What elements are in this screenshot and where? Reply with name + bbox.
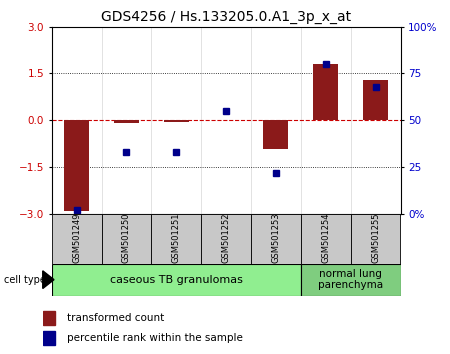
Text: normal lung
parenchyma: normal lung parenchyma <box>318 269 383 291</box>
Bar <box>313 64 338 120</box>
Bar <box>43 331 55 345</box>
Bar <box>301 214 351 264</box>
Text: caseous TB granulomas: caseous TB granulomas <box>110 275 243 285</box>
Text: GSM501249: GSM501249 <box>72 213 81 263</box>
Text: GSM501255: GSM501255 <box>371 213 380 263</box>
Text: transformed count: transformed count <box>67 313 164 323</box>
Bar <box>164 120 189 122</box>
Text: GSM501250: GSM501250 <box>122 213 131 263</box>
Text: GSM501254: GSM501254 <box>321 213 330 263</box>
Bar <box>52 264 301 296</box>
Bar <box>301 264 400 296</box>
Bar <box>201 214 251 264</box>
Bar <box>264 120 288 149</box>
Bar <box>351 214 400 264</box>
Title: GDS4256 / Hs.133205.0.A1_3p_x_at: GDS4256 / Hs.133205.0.A1_3p_x_at <box>101 10 351 24</box>
Bar <box>114 120 139 124</box>
Bar <box>64 120 89 211</box>
Text: GSM501252: GSM501252 <box>221 213 230 263</box>
Bar <box>151 214 201 264</box>
Text: cell type: cell type <box>4 275 46 285</box>
Text: GSM501251: GSM501251 <box>172 213 181 263</box>
Text: GSM501253: GSM501253 <box>271 213 280 263</box>
Bar <box>43 311 55 325</box>
Bar <box>251 214 301 264</box>
Bar <box>102 214 151 264</box>
Bar <box>363 80 388 120</box>
Bar <box>52 214 102 264</box>
Text: percentile rank within the sample: percentile rank within the sample <box>67 333 243 343</box>
